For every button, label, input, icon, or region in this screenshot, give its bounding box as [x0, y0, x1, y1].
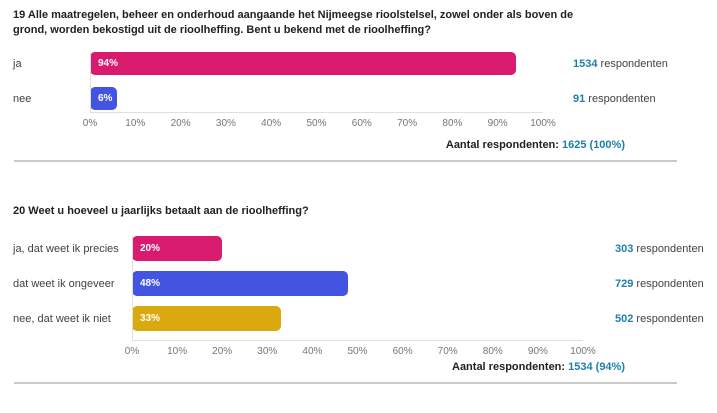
x-axis-tick-label: 20%: [212, 346, 233, 357]
total-label: Aantal respondenten:: [445, 139, 562, 151]
respondent-count-number: 1534: [573, 57, 598, 70]
x-axis-tick-label: 70%: [437, 346, 458, 357]
question-19-title: 19 Alle maatregelen, beheer en onderhoud…: [13, 9, 574, 36]
section-divider: [14, 160, 677, 162]
respondent-count: 303 respondenten: [615, 242, 704, 255]
respondent-count: 502 respondenten: [615, 312, 704, 325]
y-axis-line: [90, 52, 91, 112]
x-axis-tick-label: 50%: [347, 346, 368, 357]
y-axis-line: [132, 236, 133, 340]
respondent-count: 91 respondenten: [573, 92, 656, 105]
bar-ja[interactable]: 94%: [90, 52, 516, 75]
x-axis-tick-label: 30%: [257, 346, 278, 357]
category-label: nee: [13, 92, 32, 105]
x-axis-tick-label: 70%: [397, 118, 418, 129]
x-axis-tick-label: 20%: [170, 118, 191, 129]
bar-percentage-label: 6%: [98, 93, 113, 104]
x-axis-tick-label: 90%: [527, 346, 548, 357]
x-axis-tick-label: 60%: [392, 346, 413, 357]
bar-percentage-label: 20%: [140, 243, 161, 254]
respondent-count: 1534 respondenten: [573, 57, 668, 70]
x-axis-tick-label: 0%: [124, 346, 140, 357]
x-axis-tick-label: 40%: [261, 118, 282, 129]
section-divider: [14, 382, 677, 384]
total-value: 1625 (100%): [562, 139, 625, 151]
question-20-bar-chart: ja, dat weet ik precies 20% 303 respondent…: [0, 236, 717, 360]
respondent-count-number: 729: [615, 277, 634, 290]
question-19-bar-chart: ja 94% 1534 respondenten nee 6% 91 respondent…: [0, 52, 717, 132]
category-label: dat weet ik ongeveer: [13, 277, 115, 290]
category-label: ja: [13, 57, 22, 70]
question-20-total: Aantal respondenten: 1534 (94%): [13, 361, 625, 373]
bar-nee-dat-weet-ik-niet[interactable]: 33%: [132, 306, 281, 331]
bar-percentage-label: 48%: [140, 278, 161, 289]
x-axis-tick-label: 100%: [570, 346, 596, 357]
x-axis-tick-label: 50%: [306, 118, 327, 129]
x-axis-tick-label: 90%: [487, 118, 508, 129]
bar-nee[interactable]: 6%: [90, 87, 117, 110]
total-value: 1534 (94%): [568, 361, 625, 373]
respondent-count-number: 303: [615, 242, 634, 255]
bar-dat-weet-ik-ongeveer[interactable]: 48%: [132, 271, 348, 296]
bar-ja-dat-weet-ik-precies[interactable]: 20%: [132, 236, 222, 261]
x-axis-tick-label: 0%: [82, 118, 98, 129]
x-axis-line: [90, 112, 543, 113]
category-label: ja, dat weet ik precies: [13, 242, 119, 255]
x-axis-tick-label: 30%: [215, 118, 236, 129]
x-axis-tick-label: 80%: [482, 346, 503, 357]
respondent-count: 729 respondenten: [615, 277, 704, 290]
x-axis-tick-label: 40%: [302, 346, 323, 357]
bar-percentage-label: 94%: [98, 58, 119, 69]
bar-percentage-label: 33%: [140, 313, 161, 324]
question-19-total: Aantal respondenten: 1625 (100%): [13, 139, 625, 151]
x-axis-tick-label: 100%: [530, 118, 556, 129]
category-label: nee, dat weet ik niet: [13, 312, 111, 325]
x-axis-line: [132, 340, 583, 341]
respondent-count-number: 502: [615, 312, 634, 325]
respondent-count-number: 91: [573, 92, 586, 105]
x-axis-tick-label: 60%: [351, 118, 372, 129]
x-axis-tick-label: 80%: [442, 118, 463, 129]
total-label: Aantal respondenten:: [452, 361, 569, 373]
x-axis-tick-label: 10%: [125, 118, 146, 129]
x-axis-tick-label: 10%: [167, 346, 188, 357]
question-20-title: 20 Weet u hoeveel u jaarlijks betaalt aa…: [13, 205, 309, 217]
